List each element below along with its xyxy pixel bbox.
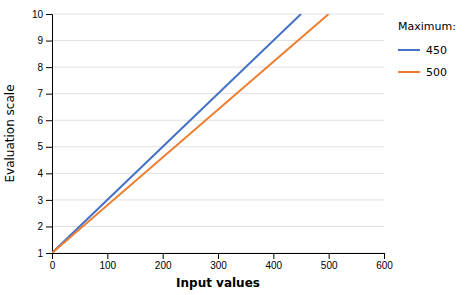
grid-line <box>52 146 384 147</box>
tick-mark <box>163 253 164 259</box>
series-line <box>52 14 301 253</box>
tick-label: 200 <box>155 260 172 271</box>
tick: 2 <box>37 221 52 232</box>
plot: 0 100 200 300 400 500 600 1 2 3 4 5 6 7 8 9 10 <box>32 9 393 271</box>
tick-label: 2 <box>37 221 43 232</box>
tick-label: 500 <box>321 260 338 271</box>
axis-line <box>53 254 385 260</box>
tick-label: 8 <box>37 62 43 73</box>
tick-mark <box>46 14 52 15</box>
tick-label: 600 <box>376 260 393 271</box>
tick: 7 <box>37 88 52 99</box>
tick: 4 <box>37 168 52 179</box>
legend-item: 450 <box>398 44 447 57</box>
tick-mark <box>46 200 52 201</box>
grid <box>52 14 384 253</box>
grid-line <box>52 67 384 68</box>
tick-mark <box>107 253 108 259</box>
tick: 600 <box>376 253 393 271</box>
legend-label: 500 <box>426 66 447 79</box>
tick-mark <box>329 253 330 259</box>
tick-mark <box>46 94 52 95</box>
grid-line <box>52 40 384 41</box>
tick-label: 10 <box>32 9 44 20</box>
tick: 5 <box>37 141 52 152</box>
x-axis: 0 100 200 300 400 500 600 <box>50 253 394 271</box>
tick: 100 <box>99 253 116 271</box>
tick-mark <box>218 253 219 259</box>
tick-mark <box>46 120 52 121</box>
tick-label: 0 <box>50 260 56 271</box>
tick-label: 9 <box>37 35 43 46</box>
tick-label: 4 <box>37 168 43 179</box>
tick-label: 3 <box>37 195 43 206</box>
series-line <box>52 14 329 253</box>
x-axis-title: Input values <box>176 276 260 290</box>
tick: 200 <box>155 253 172 271</box>
tick: 8 <box>37 62 52 73</box>
legend-swatch <box>398 49 420 51</box>
tick-label: 7 <box>37 88 43 99</box>
tick-mark <box>273 253 274 259</box>
tick-label: 5 <box>37 141 43 152</box>
y-axis-title: Evaluation scale <box>3 84 17 182</box>
tick-label: 400 <box>265 260 282 271</box>
legend: Maximum: 450 500 <box>398 20 456 79</box>
grid-line <box>52 14 384 15</box>
grid-line <box>52 120 384 121</box>
legend-item: 500 <box>398 66 447 79</box>
tick-label: 100 <box>99 260 116 271</box>
tick: 10 <box>32 9 52 20</box>
tick-mark <box>46 41 52 42</box>
tick-mark <box>46 147 52 148</box>
tick: 9 <box>37 35 52 46</box>
tick-mark <box>46 253 52 254</box>
tick-mark <box>46 67 52 68</box>
tick-mark <box>46 173 52 174</box>
tick-label: 1 <box>37 248 43 259</box>
tick-label: 300 <box>210 260 227 271</box>
tick-label: 6 <box>37 115 43 126</box>
grid-line <box>52 226 384 227</box>
tick: 400 <box>265 253 282 271</box>
legend-title: Maximum: <box>398 20 456 33</box>
tick: 0 <box>50 253 56 271</box>
axis-line <box>46 15 53 254</box>
grid-line <box>52 199 384 200</box>
legend-label: 450 <box>426 44 447 57</box>
grid-line <box>52 173 384 174</box>
lines <box>52 14 329 253</box>
y-axis: 1 2 3 4 5 6 7 8 9 10 <box>32 9 53 259</box>
tick: 1 <box>37 248 52 259</box>
tick-mark <box>384 253 385 259</box>
chart: 0 100 200 300 400 500 600 1 2 3 4 5 6 7 8 9 10 Input valu… <box>0 0 476 295</box>
tick: 500 <box>321 253 338 271</box>
tick-mark <box>46 226 52 227</box>
legend-swatch <box>398 71 420 73</box>
tick: 6 <box>37 115 52 126</box>
tick: 300 <box>210 253 227 271</box>
tick: 3 <box>37 195 52 206</box>
